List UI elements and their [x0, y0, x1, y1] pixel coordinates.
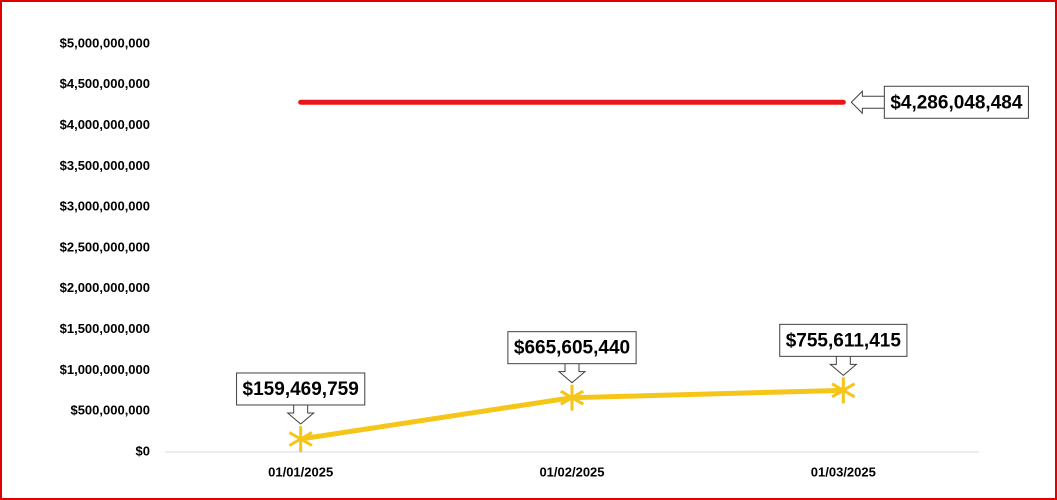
- y-tick-label: $4,500,000,000: [60, 76, 150, 91]
- callout-arrow: [557, 363, 587, 384]
- marker: [559, 384, 585, 411]
- y-tick-label: $2,000,000,000: [60, 280, 150, 295]
- label-box: [883, 85, 1029, 119]
- x-tick-label: 01/02/2025: [539, 464, 604, 479]
- y-tick-label: $5,000,000,000: [60, 35, 150, 50]
- callout-arrow: [850, 90, 885, 115]
- data-label: $4,286,048,484: [890, 92, 1023, 113]
- y-tick-label: $0: [136, 443, 150, 458]
- y-tick-label: $3,500,000,000: [60, 158, 150, 173]
- marker: [288, 425, 313, 452]
- marker-arm: [831, 382, 856, 399]
- x-tick-label: 01/03/2025: [811, 464, 876, 479]
- label-box: [507, 331, 637, 365]
- y-tick-label: $1,500,000,000: [60, 321, 150, 336]
- y-tick-label: $3,000,000,000: [60, 199, 150, 214]
- y-tick-label: $4,000,000,000: [60, 117, 150, 132]
- label-box: [779, 323, 908, 357]
- y-tick-label: $500,000,000: [70, 403, 150, 418]
- x-tick-label: 01/01/2025: [268, 464, 333, 479]
- callout-arrow: [286, 404, 316, 425]
- y-tick-label: $1,000,000,000: [60, 362, 150, 377]
- callout-arrow: [828, 356, 858, 376]
- label-box: [236, 372, 366, 406]
- data-label: $755,611,415: [786, 330, 902, 351]
- marker-arm: [559, 389, 585, 406]
- data-label: $159,469,759: [243, 379, 359, 400]
- marker-arm: [288, 431, 313, 447]
- marker: [831, 377, 856, 404]
- data-label: $665,605,440: [514, 338, 630, 359]
- y-tick-label: $2,500,000,000: [60, 239, 150, 254]
